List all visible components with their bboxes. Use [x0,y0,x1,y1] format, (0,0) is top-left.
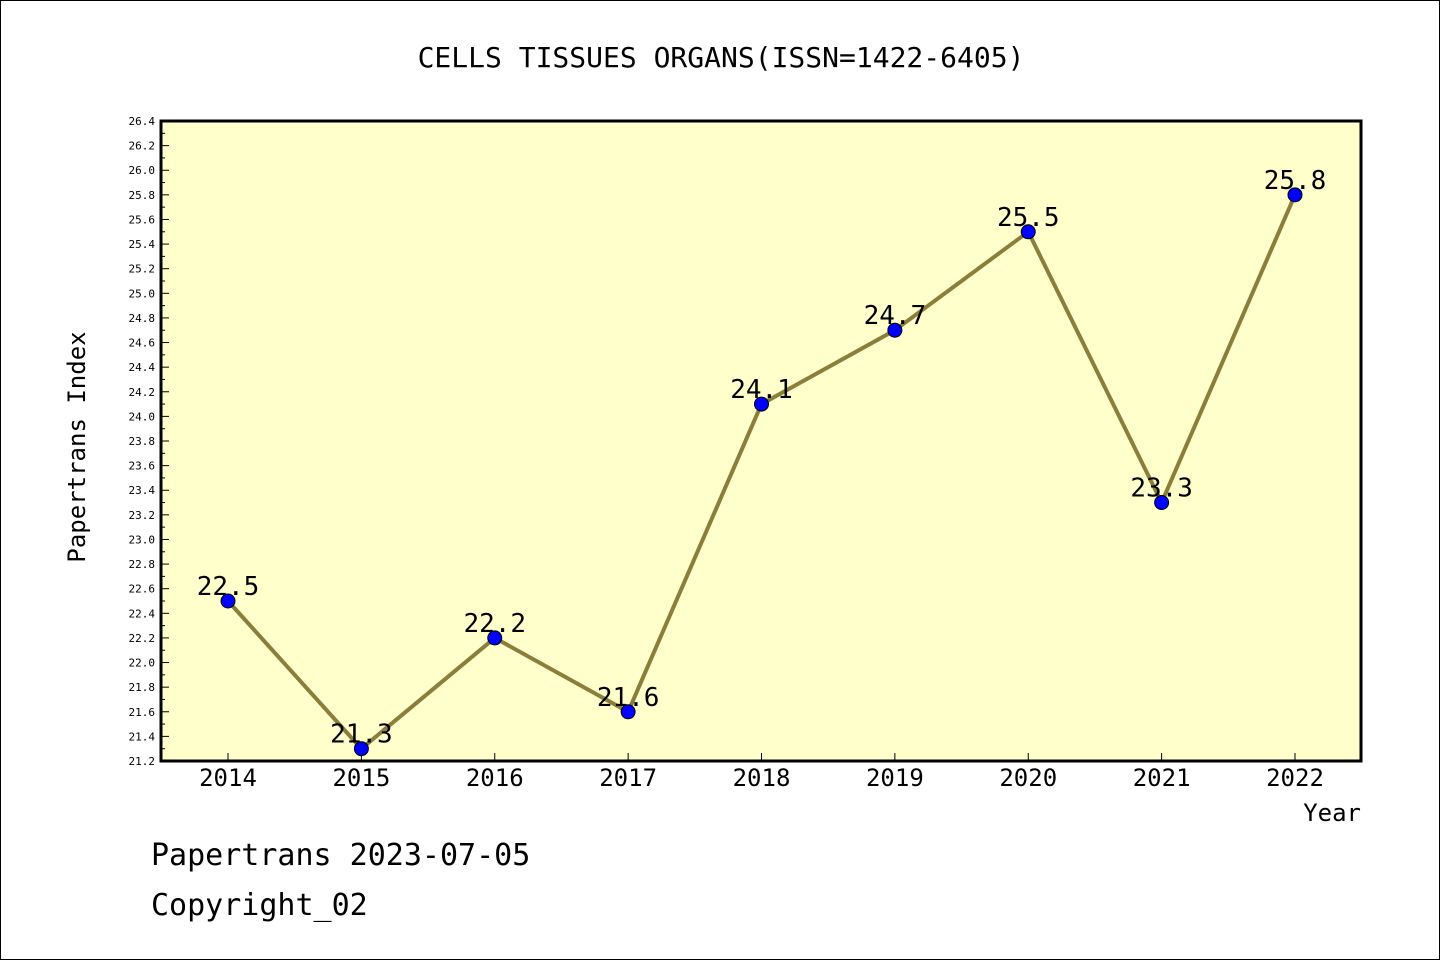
data-label: 21.3 [330,720,393,750]
data-point [220,593,236,609]
data-labels: 22.5 21.3 22.2 21.6 24.1 24.7 25.5 23.3 25.8 [197,166,1327,750]
y-tick-label: 23.0 [129,533,156,546]
chart-title: CELLS TISSUES ORGANS(ISSN=1422-6405) [418,41,1025,74]
data-points [220,187,1303,757]
y-axis: 21.2 21.4 21.6 21.8 22.0 22.2 22.4 22.6 22.8 23.0… [129,115,169,768]
y-tick-label: 23.6 [129,460,156,473]
footer-date: Papertrans 2023-07-05 [151,838,530,873]
y-axis-label: Papertrans Index [63,331,91,562]
x-axis-label: Year [1303,799,1361,827]
x-tick-label: 2019 [866,764,924,792]
data-label: 23.3 [1130,474,1193,504]
y-tick-label: 22.6 [129,583,156,596]
x-tick-label: 2017 [599,764,657,792]
x-tick-label: 2014 [199,764,257,792]
data-label: 22.2 [463,609,526,639]
x-tick-label: 2022 [1266,764,1324,792]
y-tick-label: 24.4 [129,361,156,374]
y-tick-label: 22.2 [129,632,156,645]
data-label: 25.5 [997,203,1060,233]
y-tick-label: 26.0 [129,164,156,177]
y-tick-label: 22.0 [129,657,156,670]
data-label: 22.5 [197,572,260,602]
y-tick-label: 23.4 [129,484,156,497]
y-tick-label: 25.4 [129,238,156,251]
x-axis: 2014 2015 2016 2017 2018 2019 2020 2021 2022 [199,753,1324,792]
y-tick-label: 21.6 [129,706,156,719]
x-tick-label: 2020 [999,764,1057,792]
y-tick-label: 24.8 [129,312,156,325]
y-tick-label: 25.2 [129,263,156,276]
data-point [1154,495,1170,511]
data-label: 21.6 [597,683,660,713]
data-label: 24.7 [864,301,927,331]
y-tick-label: 25.8 [129,189,156,202]
y-tick-label: 26.4 [129,115,156,128]
y-tick-label: 21.4 [129,730,156,743]
y-tick-label: 21.8 [129,681,156,694]
y-tick-label: 21.2 [129,755,156,768]
data-point [487,630,503,646]
y-tick-label: 26.2 [129,140,156,153]
data-point [754,396,769,412]
y-tick-label: 24.6 [129,337,156,350]
x-tick-label: 2018 [733,764,791,792]
y-tick-label: 24.2 [129,386,156,399]
data-label: 25.8 [1264,166,1327,196]
y-tick-label: 22.8 [129,558,156,571]
plot-area [159,119,1363,763]
x-tick-label: 2016 [466,764,524,792]
data-point [1287,187,1303,203]
y-tick-label: 23.8 [129,435,156,448]
data-point [887,322,903,338]
y-tick-label: 22.4 [129,607,156,620]
data-label: 24.1 [730,375,793,405]
footer-copyright: Copyright_02 [151,888,368,923]
data-point [1020,224,1036,240]
y-tick-label: 25.0 [129,287,156,300]
y-tick-label: 25.6 [129,213,156,226]
y-tick-label: 24.0 [129,410,156,423]
y-tick-label: 23.2 [129,509,156,522]
data-point [353,741,369,757]
data-point [620,704,636,720]
x-tick-label: 2015 [332,764,390,792]
x-tick-label: 2021 [1133,764,1191,792]
